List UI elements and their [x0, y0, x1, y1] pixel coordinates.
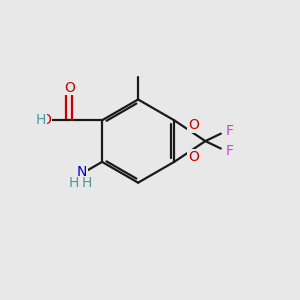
Text: O: O [188, 150, 199, 164]
Text: H: H [36, 113, 46, 127]
Text: H: H [68, 176, 79, 190]
Text: F: F [225, 124, 233, 138]
Text: O: O [64, 81, 75, 94]
Text: O: O [40, 113, 51, 127]
Text: O: O [188, 118, 199, 132]
Text: N: N [76, 165, 87, 179]
Text: F: F [225, 145, 233, 158]
Text: H: H [82, 176, 92, 190]
